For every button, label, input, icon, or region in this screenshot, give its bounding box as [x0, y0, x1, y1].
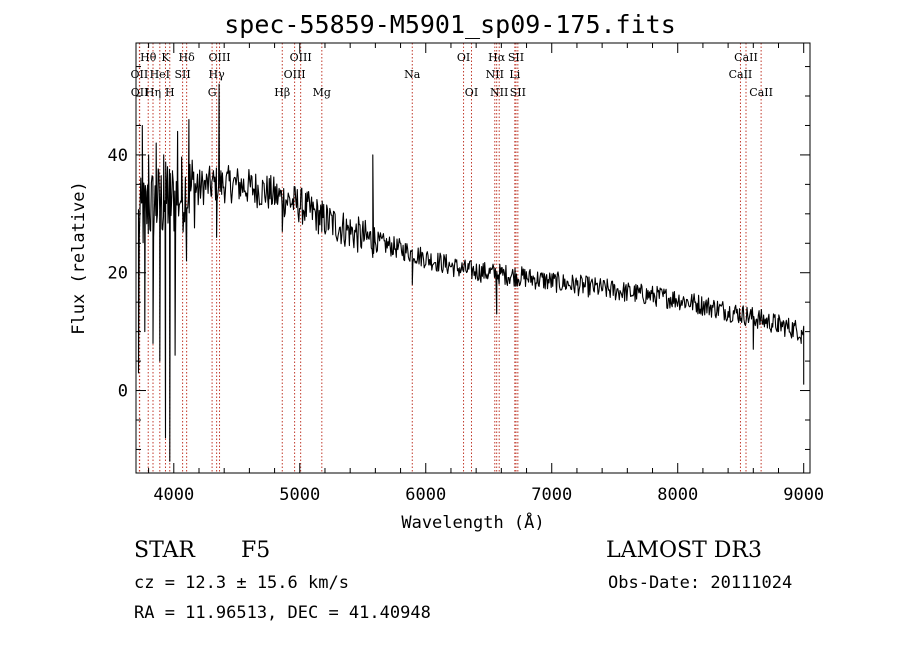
line-marker-label-11: OIII	[208, 51, 230, 64]
x-tick-label-4000: 4000	[153, 485, 194, 505]
spectrum-line	[137, 83, 805, 462]
line-marker-label-16: Na	[404, 68, 421, 81]
line-marker-label-6: H	[165, 86, 175, 99]
line-marker-label-26: CaII	[734, 51, 758, 64]
spectrum-layer	[137, 83, 805, 462]
line-marker-label-19: NII	[486, 68, 504, 81]
redshift-cz: cz = 12.3 ± 15.6 km/s	[134, 573, 349, 593]
y-tick-label-20: 20	[108, 264, 128, 284]
y-tick-label-0: 0	[118, 382, 128, 402]
line-marker-label-27: CaII	[749, 86, 773, 99]
chart-title: spec-55859-M5901_sp09-175.fits	[224, 10, 676, 39]
line-marker-label-25: CaII	[729, 68, 753, 81]
line-marker-label-23: SII	[508, 51, 524, 64]
line-marker-label-8: Hδ	[179, 51, 196, 64]
line-marker-label-0: OII	[131, 68, 149, 81]
x-axis-label: Wavelength (Å)	[401, 511, 544, 533]
object-type: STAR	[134, 538, 195, 563]
plot-frame	[135, 42, 811, 474]
x-tick-label-6000: 6000	[405, 485, 446, 505]
obs-date: Obs-Date: 20111024	[608, 573, 793, 593]
x-tick-label-7000: 7000	[531, 485, 572, 505]
line-marker-label-7: SII	[174, 68, 190, 81]
line-marker-label-24: SII	[510, 86, 526, 99]
line-marker-label-22: Li	[509, 68, 520, 81]
line-marker-label-2: Hθ	[140, 51, 157, 64]
y-axis-label: Flux (relative)	[69, 181, 89, 335]
y-tick-label-40: 40	[108, 146, 128, 166]
axis-ticks-layer: 4000 5000 6000 7000 8000 9000 0 20 40	[108, 43, 824, 505]
line-marker-label-4: HeI	[150, 68, 170, 81]
line-markers-layer	[138, 43, 762, 473]
line-marker-label-20: Hα	[488, 51, 506, 64]
line-marker-label-21: NII	[490, 86, 508, 99]
line-marker-label-14: OIII	[290, 51, 312, 64]
x-tick-label-8000: 8000	[657, 485, 698, 505]
line-marker-label-3: Hη	[145, 86, 161, 99]
line-marker-label-10: Hγ	[209, 68, 226, 81]
object-subclass: F5	[241, 538, 271, 563]
line-marker-label-18: OI	[465, 86, 478, 99]
line-marker-label-9: G	[208, 86, 217, 99]
survey-name: LAMOST DR3	[606, 538, 762, 563]
line-marker-label-5: K	[161, 51, 170, 64]
x-tick-label-9000: 9000	[783, 485, 824, 505]
line-marker-label-13: OIII	[284, 68, 306, 81]
ra-dec: RA = 11.96513, DEC = 41.40948	[134, 603, 431, 623]
x-tick-label-5000: 5000	[279, 485, 320, 505]
line-marker-label-17: OI	[457, 51, 470, 64]
line-marker-label-12: Hβ	[274, 86, 290, 99]
line-marker-label-1: OII	[131, 86, 149, 99]
line-marker-label-15: Mg	[313, 86, 331, 99]
marker-labels-layer: OII OII Hθ Hη HeI K H SII Hδ G Hγ OIII Hβ OIII OIII Mg N…	[131, 51, 773, 99]
